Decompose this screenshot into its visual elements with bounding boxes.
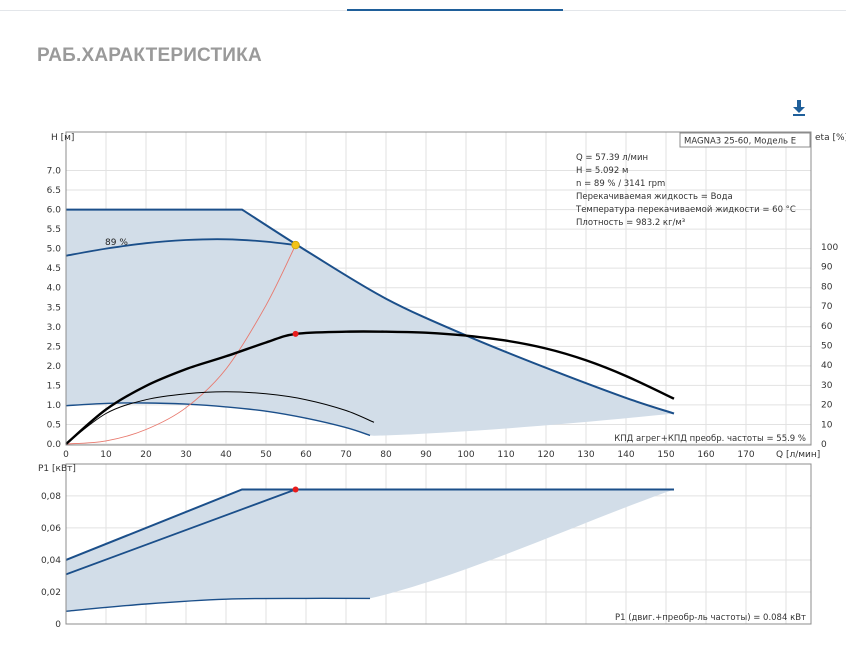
info-speed: n = 89 % / 3141 rpm: [576, 179, 665, 189]
y-tick-label: 4.5: [47, 264, 61, 274]
x-tick-label: 60: [300, 450, 312, 460]
power-operating-point: [292, 486, 299, 493]
info-density: Плотность = 983.2 кг/м³: [576, 218, 685, 228]
operating-range-fill: [66, 209, 674, 436]
speed-curve-label: 89 %: [105, 238, 128, 248]
p1-tick-label: 0,08: [41, 492, 61, 502]
x-tick-label: 40: [220, 450, 232, 460]
p1-tick-label: 0: [55, 620, 61, 630]
efficiency-min-curve: [65, 391, 375, 445]
efficiency-operating-point: [292, 330, 299, 337]
y2-tick-label: 20: [821, 401, 833, 411]
x-tick-label: 110: [497, 450, 514, 460]
x-tick-label: 120: [537, 450, 554, 460]
model-legend-text: MAGNA3 25-60, Модель E: [684, 137, 796, 147]
y2-tick-label: 40: [821, 361, 833, 371]
min-power-curve: [65, 597, 371, 612]
y-tick-label: 6.5: [47, 186, 61, 196]
y-tick-label: 5.5: [47, 225, 61, 235]
y-tick-label: 3.0: [47, 323, 62, 333]
x-tick-label: 90: [420, 450, 432, 460]
active-tab-indicator: [347, 9, 563, 11]
p1-plot-frame: [65, 463, 812, 625]
y-tick-label: 4.0: [47, 284, 62, 294]
y2-tick-label: 30: [821, 381, 833, 391]
y-tick-label: 2.0: [47, 362, 62, 372]
y-tick-label: 2.5: [47, 342, 61, 352]
y2-tick-label: 60: [821, 322, 833, 332]
y2-tick-label: 90: [821, 263, 833, 273]
x-axis-label-q: Q [л/мин]: [776, 450, 820, 460]
x-tick-label: 70: [340, 450, 352, 460]
y2-tick-label: 70: [821, 302, 833, 312]
download-icon[interactable]: [791, 99, 807, 117]
y2-tick-label: 100: [821, 243, 838, 253]
x-tick-label: 170: [737, 450, 754, 460]
y-tick-label: 1.5: [47, 381, 61, 391]
efficiency-curve: [65, 330, 675, 445]
duty-point: [291, 240, 300, 250]
max-power-curve: [65, 488, 674, 561]
y-tick-label: 7.0: [47, 167, 62, 177]
page-title: РАБ.ХАРАКТЕРИСТИКА: [37, 45, 262, 66]
y2-tick-label: 10: [821, 420, 833, 430]
y-tick-label: 0.5: [47, 420, 61, 430]
y-tick-label: 3.5: [47, 303, 61, 313]
x-tick-label: 140: [617, 450, 634, 460]
model-legend-box: [679, 132, 811, 148]
y-tick-label: 1.0: [47, 401, 62, 411]
x-tick-label: 80: [380, 450, 392, 460]
y-tick-label: 0.0: [47, 440, 62, 450]
p1-tick-label: 0,04: [41, 556, 61, 566]
info-liquid: Перекачиваемая жидкость = Вода: [576, 192, 733, 202]
power-range-fill: [66, 489, 674, 612]
p1-tick-label: 0,02: [41, 588, 61, 598]
y-axis-label-h: H [м]: [51, 133, 74, 143]
y2-tick-label: 0: [821, 440, 827, 450]
x-tick-label: 160: [697, 450, 714, 460]
y-tick-label: 6.0: [47, 206, 62, 216]
p1-tick-label: 0,06: [41, 524, 61, 534]
y2-tick-label: 80: [821, 282, 833, 292]
speed-89-curve: [65, 238, 296, 257]
y2-axis-label-eta: eta [%]: [815, 133, 846, 143]
x-tick-label: 150: [657, 450, 674, 460]
qh-plot-frame: [65, 131, 812, 446]
x-tick-label: 0: [63, 450, 69, 460]
y-axis-label-p1: P1 [кВт]: [38, 464, 76, 474]
x-tick-label: 100: [457, 450, 474, 460]
power-note: P1 (двиг.+преобр-ль частоты) = 0.084 кВт: [615, 613, 806, 623]
x-tick-label: 50: [260, 450, 272, 460]
info-head: H = 5.092 м: [576, 166, 628, 176]
x-tick-label: 130: [577, 450, 594, 460]
info-flow: Q = 57.39 л/мин: [576, 153, 648, 163]
y2-tick-label: 50: [821, 342, 833, 352]
info-temperature: Температура перекачиваемой жидкости = 60…: [575, 205, 796, 215]
efficiency-note: КПД агрег+КПД преобр. частоты = 55.9 %: [614, 434, 806, 444]
x-tick-label: 10: [100, 450, 112, 460]
x-tick-label: 30: [180, 450, 192, 460]
x-tick-label: 20: [140, 450, 152, 460]
power-89-curve: [65, 488, 296, 576]
y-tick-label: 5.0: [47, 245, 62, 255]
system-curve: [65, 244, 297, 445]
